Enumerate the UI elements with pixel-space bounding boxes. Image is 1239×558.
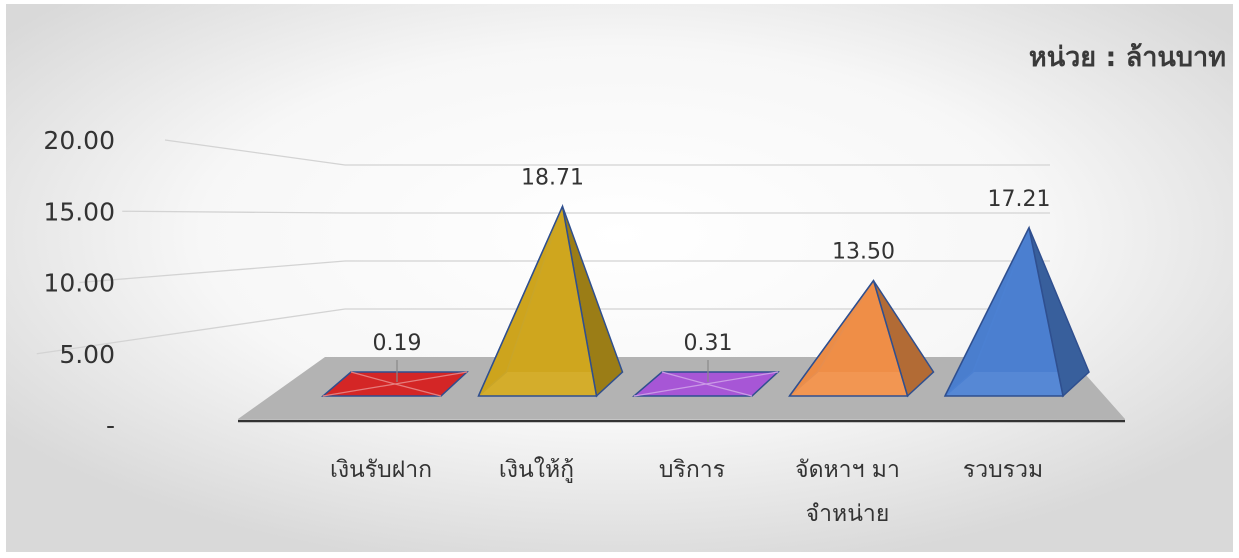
pyramid-edge bbox=[705, 371, 779, 385]
y-tick-label: - bbox=[106, 411, 115, 440]
gridline bbox=[79, 260, 1050, 284]
category-label: รวบรวม bbox=[963, 457, 1043, 483]
pyramid-edge bbox=[394, 383, 442, 397]
pyramid-front-face bbox=[477, 203, 598, 397]
pyramid-edge bbox=[322, 383, 396, 397]
data-label: 18.71 bbox=[521, 165, 584, 190]
pyramid-bar bbox=[320, 371, 469, 397]
pyramid-edge bbox=[705, 383, 753, 397]
gridline bbox=[164, 139, 1050, 166]
pyramid-front-face bbox=[943, 225, 1064, 397]
pyramid-front-face bbox=[788, 278, 909, 397]
data-label: 0.31 bbox=[684, 331, 733, 356]
y-tick-label: 20.00 bbox=[43, 126, 115, 155]
gridline bbox=[36, 308, 1050, 355]
y-tick-label: 10.00 bbox=[43, 269, 115, 298]
data-label: 0.19 bbox=[373, 331, 422, 356]
pyramid-bar bbox=[477, 203, 624, 398]
pyramid-edge bbox=[350, 371, 396, 385]
gridline bbox=[122, 210, 1050, 214]
unit-label: หน่วย : ล้านบาท bbox=[1029, 42, 1226, 73]
pyramid-edge bbox=[394, 371, 468, 385]
pyramid-bar bbox=[631, 371, 780, 397]
category-label: จำหน่าย bbox=[806, 501, 890, 527]
pyramid-edge bbox=[633, 383, 707, 397]
y-tick-label: 15.00 bbox=[43, 197, 115, 226]
category-label: เงินรับฝาก bbox=[330, 457, 432, 483]
data-label: 17.21 bbox=[988, 187, 1051, 212]
pyramid-bar bbox=[943, 225, 1090, 398]
y-tick-label: 5.00 bbox=[59, 340, 115, 369]
category-label: เงินให้กู้ bbox=[499, 456, 574, 483]
category-label: จัดหาฯ มา bbox=[795, 457, 900, 483]
data-label: 13.50 bbox=[832, 240, 895, 265]
pyramid-bar bbox=[788, 278, 935, 398]
category-label: บริการ bbox=[659, 457, 725, 483]
pyramid-edge bbox=[661, 371, 707, 385]
